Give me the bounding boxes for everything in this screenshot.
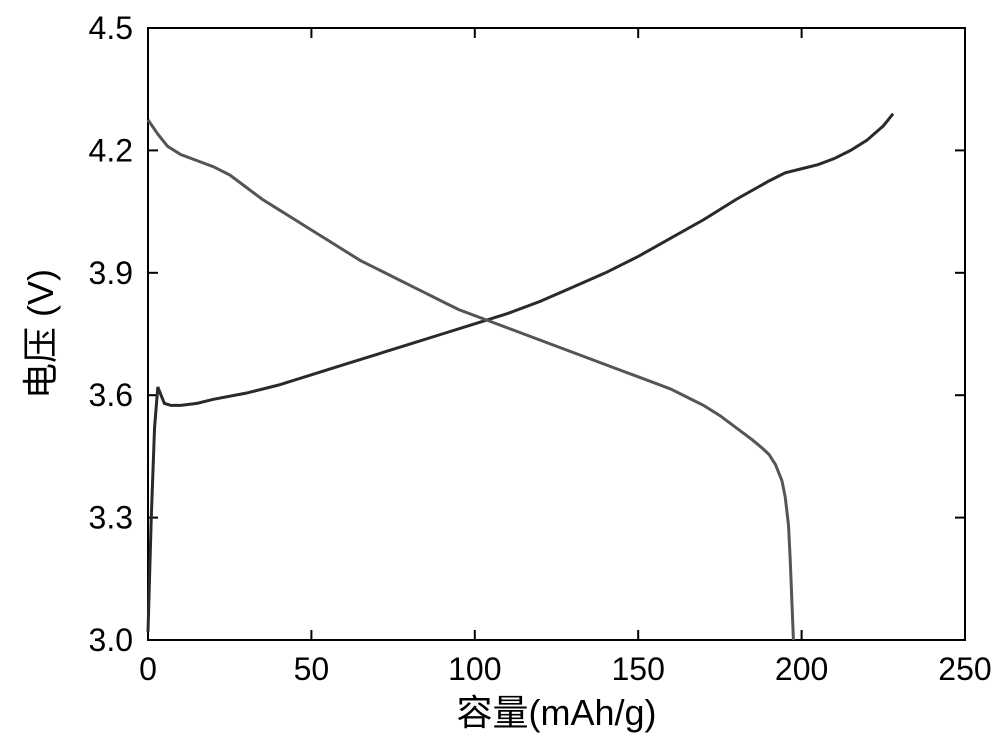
y-tick-label: 3.9 xyxy=(89,255,133,291)
y-tick-label: 3.3 xyxy=(89,500,133,536)
x-tick-label: 200 xyxy=(775,651,828,687)
x-tick-label: 0 xyxy=(139,651,157,687)
plot-border xyxy=(148,28,965,640)
series-charge xyxy=(148,114,893,632)
y-tick-label: 3.6 xyxy=(89,377,133,413)
y-tick-label: 3.0 xyxy=(89,622,133,658)
x-tick-label: 250 xyxy=(938,651,991,687)
series-discharge xyxy=(148,120,793,640)
y-tick-label: 4.2 xyxy=(89,132,133,168)
x-tick-label: 150 xyxy=(612,651,665,687)
x-tick-label: 100 xyxy=(448,651,501,687)
x-axis-label: 容量(mAh/g) xyxy=(456,692,656,733)
chart-container: 0 50 100 150 200 250 3.0 3.3 3.6 3.9 4.2 4.5 容量(mAh/… xyxy=(0,0,1000,741)
x-tick-label: 50 xyxy=(294,651,330,687)
y-tick-label: 4.5 xyxy=(89,10,133,46)
voltage-capacity-chart: 0 50 100 150 200 250 3.0 3.3 3.6 3.9 4.2 4.5 容量(mAh/… xyxy=(0,0,1000,741)
y-axis-label: 电压 (V) xyxy=(20,269,61,399)
